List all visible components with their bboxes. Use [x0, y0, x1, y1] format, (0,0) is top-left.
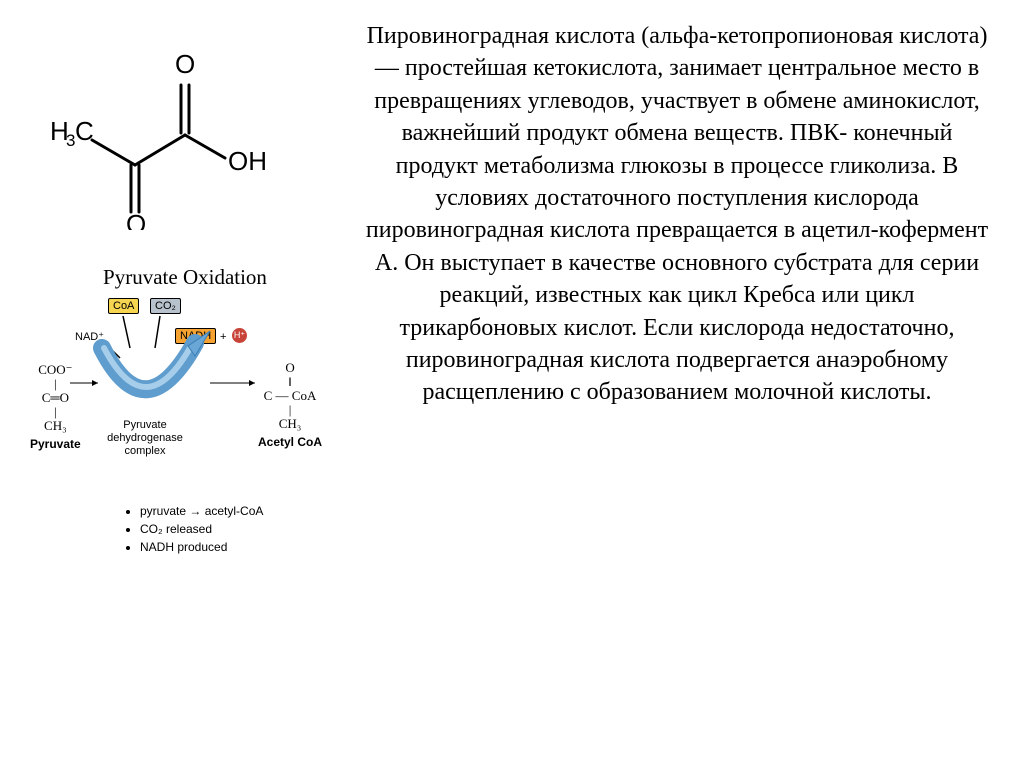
pyruvate-skeletal-structure: H 3 C O O OH — [20, 20, 340, 235]
ch3-c: C — [75, 116, 94, 146]
left-column: H 3 C O O OH Pyruvate Oxidation CoA CO₂ … — [20, 20, 340, 747]
pyruvate-oxidation-diagram: Pyruvate Oxidation CoA CO₂ NAD⁺ NADH + H… — [20, 265, 340, 556]
bullet-item: CO₂ released — [140, 520, 340, 538]
right-column: Пировиноградная кислота (альфа-кетопропи… — [340, 20, 1004, 747]
o-bottom: O — [126, 209, 146, 230]
acetyl-coa-molecule: O ‖ C — CoA | CH₃ Acetyl CoA — [258, 361, 322, 449]
oxidation-title: Pyruvate Oxidation — [30, 265, 340, 290]
svg-text:complex: complex — [125, 445, 166, 457]
bullet-item: NADH produced — [140, 538, 340, 556]
svg-text:dehydrogenase: dehydrogenase — [107, 432, 183, 444]
o-top: O — [175, 49, 195, 79]
pyruvate-molecule: COO⁻ | C═O | CH₃ Pyruvate — [30, 363, 81, 451]
pyruvate-svg: H 3 C O O OH — [30, 30, 290, 230]
svg-text:Pyruvate: Pyruvate — [123, 419, 166, 431]
bullet-item: pyruvate → acetyl-CoA — [140, 502, 340, 520]
oxidation-bullets: pyruvate → acetyl-CoA CO₂ released NADH … — [140, 502, 340, 556]
oh-label: OH — [228, 146, 267, 176]
main-description-text: Пировиноградная кислота (альфа-кетопропи… — [360, 20, 994, 409]
